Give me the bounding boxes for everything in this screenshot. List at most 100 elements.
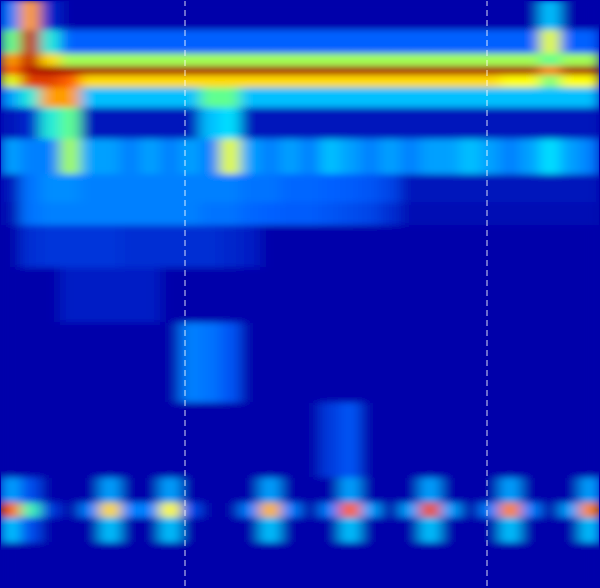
heat-cell <box>0 268 21 324</box>
heat-cell <box>220 203 241 226</box>
heat-cell <box>60 503 81 519</box>
heat-cell <box>140 503 161 519</box>
heat-cell <box>380 54 401 67</box>
heat-cell <box>20 503 41 519</box>
heat-cell <box>220 225 241 268</box>
heat-cell <box>220 268 241 324</box>
heat-cell <box>360 225 381 268</box>
heat-cell <box>0 108 21 140</box>
heat-cell <box>200 478 221 504</box>
heat-cell <box>560 503 581 519</box>
heat-cell <box>240 478 261 504</box>
heat-cell <box>460 203 481 226</box>
heat-cell <box>520 75 541 88</box>
heat-cell <box>340 139 361 175</box>
heat-cell <box>280 0 301 31</box>
heat-cell <box>440 75 461 88</box>
heat-cell <box>260 268 281 324</box>
heat-cell <box>120 478 141 504</box>
heat-cell <box>320 139 341 175</box>
heat-cell <box>100 503 121 519</box>
marker-line <box>185 0 186 588</box>
heat-cell <box>40 268 61 324</box>
heat-cell <box>20 88 41 109</box>
heat-cell <box>160 0 181 31</box>
heat-cell <box>160 478 181 504</box>
heat-cell <box>20 174 41 203</box>
heat-cell <box>380 30 401 54</box>
heat-cell <box>460 66 481 76</box>
heat-cell <box>520 174 541 203</box>
heat-cell <box>320 518 341 544</box>
heat-cell <box>360 323 381 404</box>
heat-cell <box>340 478 361 504</box>
heat-cell <box>340 30 361 54</box>
heat-cell <box>240 54 261 67</box>
heat-cell <box>20 518 41 544</box>
heat-cell <box>240 203 261 226</box>
heat-cell <box>60 518 81 544</box>
heat-cell <box>540 30 561 54</box>
heat-cell <box>340 543 361 588</box>
heat-cell <box>540 174 561 203</box>
heat-cell <box>320 66 341 76</box>
heat-cell <box>460 0 481 31</box>
heat-cell <box>140 108 161 140</box>
heat-cell <box>120 88 141 109</box>
heat-cell <box>500 268 521 324</box>
heat-cell <box>40 403 61 479</box>
heat-cell <box>0 323 21 404</box>
heat-cell <box>180 66 201 76</box>
heat-cell <box>60 543 81 588</box>
heat-cell <box>440 0 461 31</box>
heat-cell <box>240 518 261 544</box>
heat-cell <box>260 225 281 268</box>
heat-cell <box>400 88 421 109</box>
heat-cell <box>220 108 241 140</box>
heat-cell <box>120 543 141 588</box>
heat-cell <box>80 478 101 504</box>
heat-cell <box>480 108 501 140</box>
heat-cell <box>100 66 121 76</box>
heat-cell <box>140 225 161 268</box>
heat-cell <box>280 88 301 109</box>
heat-cell <box>520 0 541 31</box>
heat-cell <box>540 75 561 88</box>
heat-cell <box>400 54 421 67</box>
heat-cell <box>280 30 301 54</box>
heat-cell <box>420 108 441 140</box>
heat-cell <box>460 503 481 519</box>
heat-cell <box>180 75 201 88</box>
heat-cell <box>180 108 201 140</box>
heat-cell <box>120 30 141 54</box>
heat-cell <box>560 478 581 504</box>
heat-cell <box>580 66 600 76</box>
heat-cell <box>380 66 401 76</box>
heat-cell <box>520 403 541 479</box>
heat-cell <box>200 403 221 479</box>
heat-cell <box>160 268 181 324</box>
heat-cell <box>180 30 201 54</box>
heat-cell <box>180 225 201 268</box>
heat-cell <box>300 66 321 76</box>
heat-cell <box>260 88 281 109</box>
heat-cell <box>560 268 581 324</box>
heat-cell <box>320 108 341 140</box>
heat-cell <box>380 174 401 203</box>
heat-cell <box>540 54 561 67</box>
heat-cell <box>380 0 401 31</box>
heat-cell <box>320 543 341 588</box>
heat-cell <box>560 30 581 54</box>
heat-cell <box>300 139 321 175</box>
heat-cell <box>80 225 101 268</box>
heat-cell <box>60 0 81 31</box>
heat-cell <box>320 403 341 479</box>
heat-cell <box>500 88 521 109</box>
heat-cell <box>300 225 321 268</box>
heat-cell <box>280 478 301 504</box>
heat-cell <box>140 518 161 544</box>
heat-cell <box>220 75 241 88</box>
heat-cell <box>160 75 181 88</box>
heat-cell <box>540 203 561 226</box>
heat-cell <box>0 54 21 67</box>
